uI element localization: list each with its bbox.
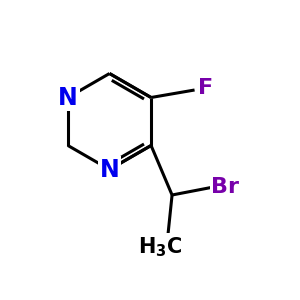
Text: N: N [58, 85, 78, 109]
Text: F: F [198, 79, 214, 98]
Text: Br: Br [212, 177, 239, 197]
Text: N: N [100, 158, 119, 182]
Text: $\mathregular{H_3C}$: $\mathregular{H_3C}$ [138, 235, 182, 259]
